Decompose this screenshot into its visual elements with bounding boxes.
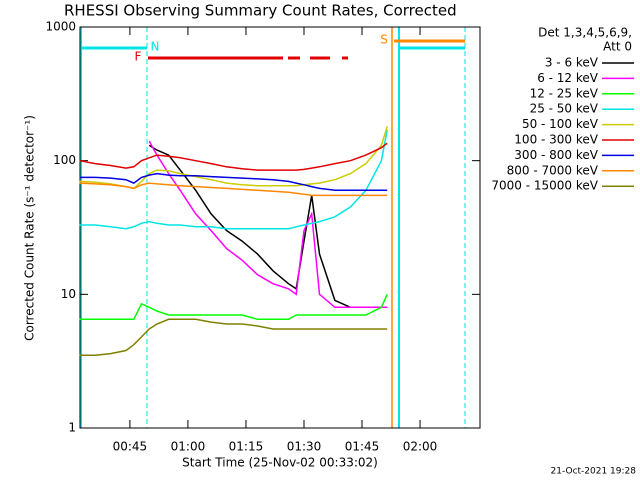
x-axis-label: Start Time (25-Nov-02 00:33:02) [182, 456, 378, 470]
x-tick-label: 01:00 [171, 440, 206, 454]
annotation: S [380, 33, 388, 47]
series-line [79, 142, 388, 171]
chart-title: RHESSI Observing Summary Count Rates, Co… [64, 2, 457, 20]
legend-label: 6 - 12 keV [537, 71, 599, 85]
x-tick-label: 01:15 [229, 440, 264, 454]
legend-label: 300 - 800 keV [514, 148, 598, 162]
annotation: F [135, 50, 142, 64]
x-tick-label: 01:45 [345, 440, 380, 454]
legend-title: Att 0 [603, 40, 632, 54]
y-tick-label: 10 [61, 287, 76, 301]
series-line [79, 318, 388, 357]
footer: 21-Oct-2021 19:28 [551, 467, 637, 477]
legend-label: 100 - 300 keV [514, 133, 598, 147]
y-axis-label: Corrected Count Rate (s⁻¹ detector⁻¹) [23, 115, 37, 341]
legend-title: Det 1,3,4,5,6,9, [538, 26, 632, 40]
y-tick-label: 1 [68, 421, 76, 435]
legend-label: 50 - 100 keV [522, 117, 599, 131]
x-tick-label: 01:30 [287, 440, 322, 454]
series-line [79, 172, 388, 192]
x-tick-label: 02:00 [403, 440, 438, 454]
y-tick-label: 1000 [45, 20, 76, 34]
y-tick-label: 100 [53, 153, 76, 167]
legend-label: 800 - 7000 keV [507, 163, 599, 177]
series-line [148, 140, 388, 309]
legend-label: 12 - 25 keV [530, 86, 599, 100]
legend-label: 25 - 50 keV [530, 102, 599, 116]
x-tick-label: 00:45 [113, 440, 148, 454]
state-markings [80, 27, 466, 428]
legend-label: 3 - 6 keV [545, 56, 599, 70]
series-line [79, 182, 388, 197]
annotation: N [151, 40, 160, 54]
legend-label: 7000 - 15000 keV [491, 179, 598, 193]
plot-frame [79, 26, 481, 429]
series-line [79, 293, 388, 321]
series-line [79, 129, 388, 230]
